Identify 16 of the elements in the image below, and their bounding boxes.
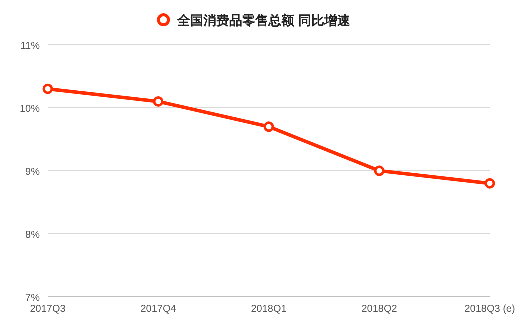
point — [374, 166, 385, 176]
x-tick-label: 2018Q2 — [362, 304, 398, 315]
point — [153, 96, 164, 107]
x-tick-label: 2018Q1 — [251, 304, 288, 315]
x-tick-label: 2017Q4 — [140, 304, 177, 315]
y-tick-label: 9% — [26, 167, 40, 178]
y-tick-label: 11% — [20, 41, 40, 52]
y-tick-label: 7% — [26, 293, 40, 304]
point — [264, 122, 274, 132]
x-tick-label: 2018Q3 (e) — [464, 304, 516, 315]
point — [484, 178, 496, 189]
x-tick-label: 2017Q3 — [30, 304, 66, 315]
point — [42, 84, 54, 94]
legend-label: 全国消费品零售总额 同比增速 — [176, 13, 352, 28]
y-tick-label: 10% — [20, 104, 40, 115]
y-tick-label: 8% — [26, 230, 40, 241]
